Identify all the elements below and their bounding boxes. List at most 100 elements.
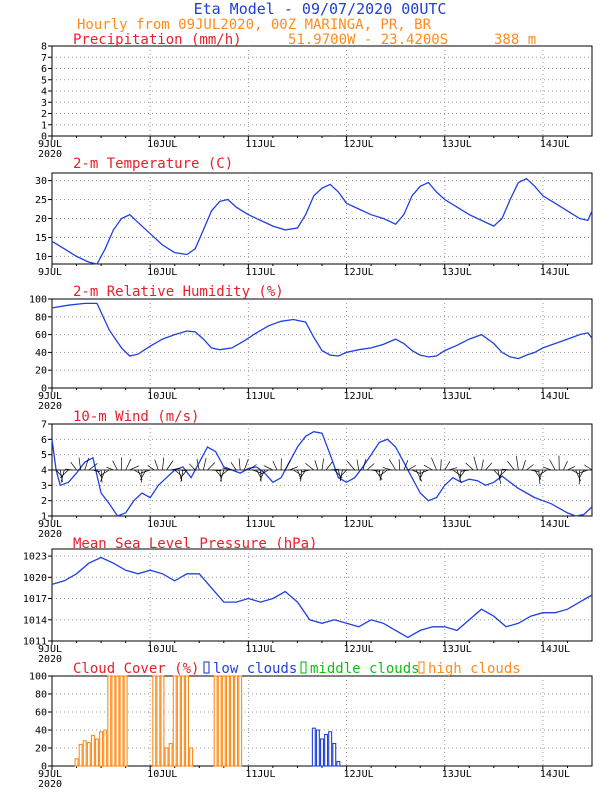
wind-arrow [272, 461, 278, 471]
x-tick-label: 10JUL [147, 769, 177, 780]
y-tick-label: 100 [29, 672, 47, 683]
x-tick-label: 11JUL [245, 644, 275, 655]
wind-arrow [189, 463, 196, 471]
x-tick-label: 10JUL [147, 391, 177, 402]
wind-arrow [321, 458, 324, 471]
wind-arrow [456, 469, 462, 483]
legend-swatch [203, 661, 210, 674]
wind-arrow [423, 464, 433, 471]
high-clouds-bar [221, 675, 226, 767]
x-tick-label: 11JUL [245, 769, 275, 780]
wind-arrow [207, 462, 216, 471]
high-clouds-bar [168, 742, 173, 767]
wind-arrow [465, 462, 474, 471]
high-clouds-bar [95, 738, 99, 767]
x-tick-label: 13JUL [442, 391, 472, 402]
wind-arrow [162, 457, 165, 471]
wind-arrow [516, 455, 519, 471]
header-title: Eta Model - 09/07/2020 00UTC [194, 0, 447, 18]
low-clouds-bar [311, 727, 316, 767]
wind-arrow [196, 458, 200, 471]
high-clouds-bar [115, 675, 120, 767]
wind-arrow [379, 469, 388, 476]
x-tick-label: 12JUL [344, 644, 374, 655]
plot-frame [51, 298, 593, 389]
wind-arrow [141, 469, 143, 483]
wind-arrow [403, 459, 409, 471]
wind-arrow [154, 459, 159, 471]
header-elevation: 388 m [494, 32, 536, 48]
y-tick-label: 1017 [23, 594, 47, 605]
x-tick-label: 9JUL [38, 139, 62, 150]
y-tick-label: 40 [35, 726, 47, 737]
header-coords: 51.9700W - 23.4200S [288, 32, 448, 48]
wind-arrow [571, 469, 580, 475]
wind-arrow [260, 469, 269, 475]
series-line [51, 302, 593, 360]
y-tick-label: 40 [35, 348, 47, 359]
wind-arrow [563, 461, 568, 471]
wind-arrow [538, 469, 544, 480]
legend-label: middle clouds [310, 661, 420, 677]
low-clouds-bar [320, 738, 324, 767]
wind-arrow [230, 462, 237, 471]
y-tick-label: 4 [41, 466, 47, 477]
wind-arrow [166, 460, 174, 471]
wind-arrow [398, 459, 401, 471]
header-subtitle: Hourly from 09JUL2020, 00Z MARINGA, PR, … [77, 17, 432, 33]
x-tick-label: 12JUL [344, 391, 374, 402]
y-tick-label: 5 [41, 450, 47, 461]
wind-arrow [526, 464, 534, 471]
high-clouds-bar [217, 675, 222, 767]
x-tick-label: 10JUL [147, 139, 177, 150]
wind-arrow [125, 458, 132, 471]
x-year-label: 2020 [38, 654, 62, 665]
high-clouds-bar [74, 758, 79, 767]
wind-arrow [140, 469, 151, 474]
wind-arrow [129, 465, 140, 471]
wind-arrow [411, 469, 421, 475]
wind-arrow [459, 469, 466, 479]
high-clouds-bar [172, 675, 177, 767]
wind-arrow [575, 469, 581, 482]
wind-arrow [59, 469, 69, 478]
wind-arrow [419, 469, 425, 480]
wind-arrow [325, 461, 333, 471]
panel-6: 9JUL 10JUL 11JUL 12JUL 13JUL 14JUL 2020 0 20 40 60… [29, 661, 593, 790]
wind-arrow [100, 469, 110, 476]
wind-arrow [293, 469, 303, 476]
x-tick-label: 14JUL [540, 267, 570, 278]
high-clouds-bar [160, 675, 165, 767]
y-tick-label: 6 [41, 435, 47, 446]
wind-arrow [339, 469, 347, 478]
y-tick-label: 80 [35, 312, 47, 323]
wind-arrow [60, 469, 65, 483]
x-tick-label: 14JUL [540, 391, 570, 402]
y-tick-label: 1023 [23, 552, 47, 563]
y-tick-label: 30 [35, 176, 47, 187]
wind-arrow [346, 460, 355, 471]
x-tick-label: 9JUL [38, 267, 62, 278]
wind-arrow [374, 469, 383, 481]
wind-arrow [444, 461, 451, 471]
wind-arrow [379, 469, 384, 481]
panel-5: 9JUL 10JUL 11JUL 12JUL 13JUL 14JUL 2020 1011 101… [23, 536, 593, 665]
y-tick-label: 2 [41, 109, 47, 120]
panel-4: 9JUL 10JUL 11JUL 12JUL 13JUL 14JUL 2020 1 2 3 4 5 6 7… [38, 409, 593, 540]
high-clouds-bar [103, 729, 108, 767]
wind-arrow [263, 465, 274, 471]
legend-label: low clouds [213, 661, 297, 677]
precip-bar [332, 135, 336, 136]
x-tick-label: 12JUL [344, 769, 374, 780]
wind-arrow [507, 460, 515, 471]
y-tick-label: 5 [41, 75, 47, 86]
high-clouds-bar [230, 675, 234, 767]
wind-arrow [481, 459, 484, 471]
y-tick-label: 100 [29, 295, 47, 306]
wind-arrow [407, 465, 416, 471]
y-tick-label: 1020 [23, 573, 47, 584]
high-clouds-bar [99, 731, 104, 767]
plot-frame [51, 548, 593, 642]
panel-title: 10-m Wind (m/s) [73, 409, 199, 425]
